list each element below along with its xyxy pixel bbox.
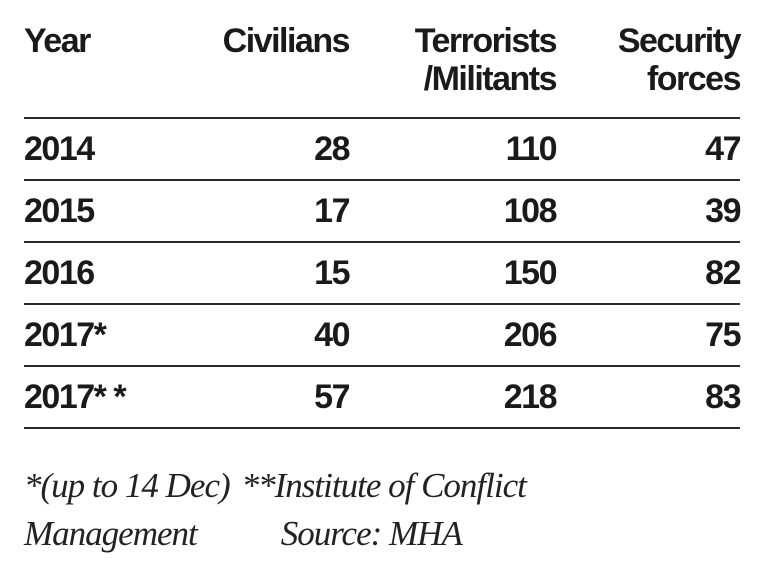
header-terrorists: Terrorists /Militants [349, 22, 558, 119]
cell-terrorists: 150 [349, 242, 558, 305]
table-row: 2016 15 150 82 [24, 242, 742, 305]
cell-civilians: 15 [184, 242, 351, 305]
cell-terrorists: 218 [349, 366, 558, 429]
footnote-date-range: *(up to 14 Dec) [24, 466, 231, 505]
cell-terrorists: 108 [349, 180, 558, 243]
cell-year: 2016 [24, 242, 184, 305]
cell-year: 2015 [24, 180, 184, 243]
header-security-line-1: Security [617, 22, 742, 60]
header-year-line: Year [24, 22, 91, 60]
footnote-line-1: *(up to 14 Dec) **Institute of Conflict [24, 462, 740, 510]
footnote-institute: **Institute of Conflict [241, 466, 527, 505]
table-row: 2015 17 108 39 [24, 180, 742, 243]
cell-security: 39 [556, 180, 742, 243]
cell-security: 83 [556, 366, 742, 429]
cell-security: 82 [556, 242, 742, 305]
header-year: Year [24, 22, 184, 119]
footnote-institute-cont: Management [24, 514, 198, 553]
header-civilians: Civilians [184, 22, 351, 119]
footnote: *(up to 14 Dec) **Institute of Conflict M… [24, 462, 740, 558]
casualty-table: Year Civilians Terrorists /Militants Sec… [24, 22, 742, 429]
table-header-row: Year Civilians Terrorists /Militants Sec… [24, 22, 742, 119]
cell-year: 2014 [24, 118, 184, 181]
cell-civilians: 57 [184, 366, 351, 429]
footnote-line-2: Management Source: MHA [24, 510, 740, 558]
cell-year: 2017* [24, 304, 184, 367]
table-row: 2017* * 57 218 83 [24, 366, 742, 429]
table-row: 2017* 40 206 75 [24, 304, 742, 367]
cell-terrorists: 206 [349, 304, 558, 367]
cell-year: 2017* * [24, 366, 184, 429]
header-terrorists-line-1: Terrorists [414, 22, 558, 60]
cell-civilians: 40 [184, 304, 351, 367]
header-security-forces: Security forces [556, 22, 742, 119]
table-row: 2014 28 110 47 [24, 118, 742, 181]
header-civilians-line: Civilians [222, 22, 351, 60]
data-table-container: Year Civilians Terrorists /Militants Sec… [24, 22, 742, 429]
cell-terrorists: 110 [349, 118, 558, 181]
cell-security: 47 [556, 118, 742, 181]
header-terrorists-line-2: /Militants [423, 60, 558, 98]
cell-civilians: 28 [184, 118, 351, 181]
cell-civilians: 17 [184, 180, 351, 243]
footnote-source: Source: MHA [280, 514, 463, 553]
header-security-line-2: forces [646, 60, 742, 98]
cell-security: 75 [556, 304, 742, 367]
